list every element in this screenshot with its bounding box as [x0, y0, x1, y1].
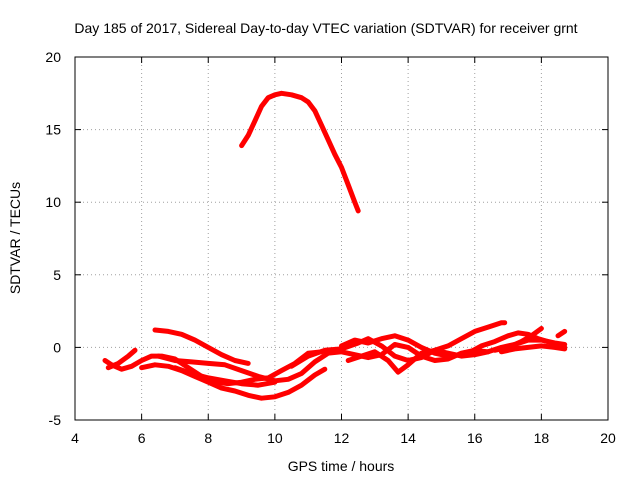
- y-tick-label: 20: [45, 49, 61, 65]
- grid: [75, 57, 608, 420]
- series-track-b: [105, 347, 138, 371]
- series-track-k: [492, 326, 544, 353]
- x-tick-label: 12: [334, 430, 350, 446]
- y-axis-title: SDTVAR / TECUs: [7, 182, 23, 294]
- x-tick-label: 18: [534, 430, 550, 446]
- series-track-g: [289, 320, 508, 369]
- y-tick-label: -5: [49, 412, 62, 428]
- x-tick-label: 10: [267, 430, 283, 446]
- series-track-d: [152, 327, 251, 366]
- x-tick-label: 20: [600, 430, 616, 446]
- chart-title: Day 185 of 2017, Sidereal Day-to-day VTE…: [74, 20, 577, 36]
- x-tick-label: 16: [467, 430, 483, 446]
- series-track-m: [555, 328, 568, 339]
- x-tick-label: 14: [400, 430, 416, 446]
- ticks: [74, 56, 609, 421]
- series-track-f: [172, 365, 278, 388]
- y-tick-labels: -5 0 5 10 15 20: [45, 49, 61, 428]
- x-tick-label: 6: [138, 430, 146, 446]
- series-track-h: [345, 347, 491, 375]
- x-tick-labels: 4 6 8 10 12 14 16 18 20: [71, 430, 616, 446]
- series-track-i: [339, 333, 451, 359]
- y-tick-label: 5: [53, 267, 61, 283]
- y-tick-label: 0: [53, 339, 61, 355]
- y-tick-label: 15: [45, 122, 61, 138]
- x-axis-title: GPS time / hours: [288, 458, 395, 474]
- series-track-j: [465, 330, 568, 356]
- series-track-high: [239, 90, 361, 214]
- series-layer: [102, 90, 568, 401]
- y-tick-label: 10: [45, 194, 61, 210]
- series-track-l: [498, 343, 568, 355]
- x-tick-label: 8: [204, 430, 212, 446]
- x-tick-label: 4: [71, 430, 79, 446]
